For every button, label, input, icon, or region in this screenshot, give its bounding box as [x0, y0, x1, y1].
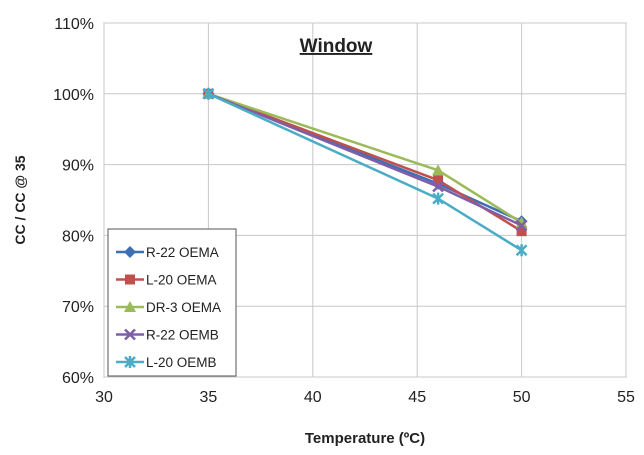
data-point — [515, 219, 528, 232]
legend-label: R-22 OEMB — [146, 328, 219, 343]
series-group — [202, 87, 528, 257]
data-point — [432, 164, 445, 176]
x-tick-label: 50 — [513, 389, 531, 406]
data-point — [515, 244, 528, 257]
y-tick-label: 70% — [62, 299, 94, 316]
y-tick-label: 110% — [54, 16, 94, 33]
x-axis-label: Temperature (ºC) — [305, 430, 425, 447]
y-axis-ticks: 60% 70% 80% 90% 100% 110% — [53, 16, 94, 387]
data-point — [124, 301, 136, 312]
data-point — [125, 274, 135, 285]
x-tick-label: 55 — [617, 389, 635, 406]
legend-entry: DR-3 OEMA — [116, 300, 221, 315]
legend-entry: L-20 OEMB — [116, 355, 217, 370]
data-point — [124, 246, 136, 258]
legend-label: L-20 OEMA — [146, 273, 217, 288]
x-tick-label: 30 — [95, 389, 113, 406]
legend-label: R-22 OEMA — [146, 245, 219, 260]
data-point — [202, 87, 215, 100]
y-tick-label: 100% — [53, 87, 94, 104]
data-point — [124, 328, 136, 341]
x-tick-label: 35 — [200, 389, 218, 406]
x-tick-label: 45 — [408, 389, 426, 406]
legend-label: DR-3 OEMA — [146, 300, 221, 315]
data-point — [432, 192, 444, 205]
legend-entry: R-22 OEMA — [116, 245, 219, 260]
legend-label: L-20 OEMB — [146, 355, 217, 370]
data-point — [516, 226, 527, 237]
y-tick-label: 60% — [62, 370, 94, 387]
series-l-20-oemb — [202, 87, 528, 257]
data-point — [433, 175, 444, 186]
y-tick-label: 90% — [62, 158, 94, 175]
y-tick-label: 80% — [62, 228, 94, 245]
data-point — [432, 180, 444, 193]
x-axis-ticks: 30 35 40 45 50 55 — [95, 389, 635, 406]
legend-entry: R-22 OEMB — [116, 328, 219, 343]
legend: R-22 OEMA L-20 OEMA DR-3 OEMA R-22 OEMB L-20… — [107, 228, 237, 377]
data-point — [124, 356, 136, 368]
y-axis-label: CC / CC @ 35 — [12, 155, 28, 244]
legend-entry: L-20 OEMA — [116, 273, 217, 288]
chart-title: Window — [300, 36, 373, 57]
x-tick-label: 40 — [304, 389, 322, 406]
